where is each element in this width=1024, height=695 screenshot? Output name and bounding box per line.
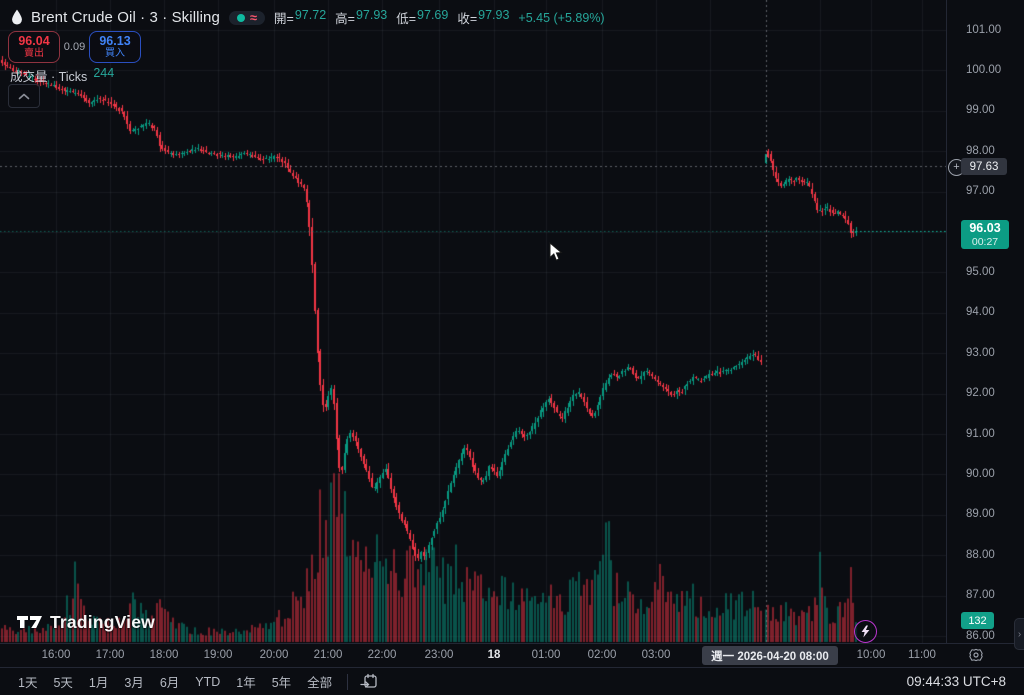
price-tick-87.00: 87.00 <box>966 589 995 602</box>
symbol-header: Brent Crude Oil · 3 · Skilling ≈ 開= 97.72… <box>10 8 605 27</box>
trade-panel: 96.04 賣出 0.09 96.13 買入 <box>8 31 141 63</box>
range-button-YTD[interactable]: YTD <box>188 672 227 692</box>
volume-indicator-row: 成交量 · Ticks 244 <box>10 66 114 85</box>
buy-label: 買入 <box>105 48 125 60</box>
range-button-5天[interactable]: 5天 <box>46 669 79 694</box>
sell-label: 賣出 <box>24 48 44 60</box>
change-value: +5.45 (+5.89%) <box>518 10 605 25</box>
last-price-value: 96.03 <box>969 221 1001 236</box>
price-tick-94.00: 94.00 <box>966 306 995 319</box>
price-tick-100.00: 100.00 <box>966 63 1002 76</box>
tradingview-watermark: TradingView <box>16 610 155 634</box>
ohlc-readout: 開= 97.72 高= 97.93 低= 97.69 收= 97.93 +5.45 (+… <box>274 8 605 27</box>
panel-expand-handle[interactable]: › <box>1014 618 1024 650</box>
price-tick-93.00: 93.00 <box>966 346 995 359</box>
toolbar-divider <box>347 673 349 690</box>
price-tick-99.00: 99.00 <box>966 104 995 117</box>
time-tick-02:00: 02:00 <box>587 649 617 661</box>
buy-button[interactable]: 96.13 買入 <box>89 31 141 63</box>
high-label: 高= <box>335 12 355 26</box>
volume-indicator-value: 244 <box>93 66 115 80</box>
clock-timezone[interactable]: 09:44:33 UTC+8 <box>906 674 1006 689</box>
time-axis[interactable]: 11:0010:0009:0003:0002:0001:001823:0022:… <box>0 643 1024 668</box>
lightning-icon <box>861 625 870 638</box>
price-tick-95.00: 95.00 <box>966 265 995 278</box>
high-value: 97.93 <box>355 8 388 22</box>
price-tick-92.00: 92.00 <box>966 387 995 400</box>
time-tick-17:00: 17:00 <box>95 649 125 661</box>
date-range-buttons: 1天 5天 1月 3月 6月 YTD 1年 5年 全部 <box>10 669 340 694</box>
spread-value: 0.09 <box>63 41 86 53</box>
sell-button[interactable]: 96.04 賣出 <box>8 31 60 63</box>
range-button-1月[interactable]: 1月 <box>82 669 115 694</box>
time-tick-10:00: 10:00 <box>856 649 886 661</box>
range-button-全部[interactable]: 全部 <box>300 669 339 694</box>
data-status-pill[interactable]: ≈ <box>228 9 266 25</box>
range-button-5年[interactable]: 5年 <box>265 669 298 694</box>
price-tick-91.00: 91.00 <box>966 427 995 440</box>
time-tick-23:00: 23:00 <box>424 649 454 661</box>
time-tick-20:00: 20:00 <box>259 649 289 661</box>
crosshair-date-label: 週一 2026-04-20 08:00 <box>702 646 838 665</box>
approx-data-icon: ≈ <box>249 9 258 25</box>
realtime-dot-icon <box>236 13 245 22</box>
low-label: 低= <box>396 12 417 26</box>
watermark-text: TradingView <box>50 611 155 632</box>
go-to-date-button[interactable] <box>355 670 382 693</box>
range-button-1天[interactable]: 1天 <box>11 669 44 694</box>
price-tick-89.00: 89.00 <box>966 508 995 521</box>
time-tick-19:00: 19:00 <box>203 649 233 661</box>
time-tick-03:00: 03:00 <box>641 649 671 661</box>
buy-price: 96.13 <box>99 33 131 48</box>
range-button-6月[interactable]: 6月 <box>153 669 186 694</box>
open-value: 97.72 <box>294 8 327 22</box>
price-tick-86.00: 86.00 <box>966 629 995 642</box>
time-tick-18:00: 18:00 <box>149 649 179 661</box>
close-label: 收= <box>457 12 478 26</box>
price-chart-canvas[interactable] <box>0 0 946 643</box>
bottom-toolbar: 1天 5天 1月 3月 6月 YTD 1年 5年 全部 09:44:33 UTC+8 <box>0 667 1024 695</box>
current-volume-badge: 132 <box>961 612 994 629</box>
range-button-3月[interactable]: 3月 <box>117 669 150 694</box>
collapse-panel-button[interactable] <box>8 84 40 108</box>
chevron-up-icon <box>18 93 30 99</box>
crosshair-price-label: 97.63 <box>961 158 1007 175</box>
low-value: 97.69 <box>417 8 449 22</box>
instant-trade-button[interactable] <box>854 620 877 643</box>
bar-countdown: 00:27 <box>971 235 999 248</box>
range-button-1年[interactable]: 1年 <box>229 669 262 694</box>
time-tick-18: 18 <box>487 649 501 661</box>
sell-price: 96.04 <box>18 33 50 48</box>
open-label: 開= <box>274 12 294 26</box>
time-tick-11:00: 11:00 <box>908 649 936 661</box>
time-tick-16:00: 16:00 <box>41 649 71 661</box>
close-value: 97.93 <box>478 8 510 22</box>
price-tick-101.00: 101.00 <box>966 23 1002 36</box>
price-axis[interactable]: + 97.63 96.03 00:27 132 101.00 100.00 99.0… <box>946 0 1024 643</box>
time-tick-01:00: 01:00 <box>531 649 561 661</box>
time-tick-22:00: 22:00 <box>367 649 397 661</box>
volume-indicator-label[interactable]: 成交量 · Ticks <box>10 70 88 84</box>
time-tick-21:00: 21:00 <box>313 649 343 661</box>
price-tick-98.00: 98.00 <box>966 144 995 157</box>
tradingview-logo-icon <box>17 616 42 628</box>
axis-settings-button[interactable] <box>968 647 984 663</box>
last-price-badge: 96.03 00:27 <box>961 220 1009 249</box>
price-tick-97.00: 97.00 <box>966 185 995 198</box>
gear-icon <box>969 648 983 662</box>
go-to-date-icon <box>360 673 377 688</box>
price-tick-88.00: 88.00 <box>966 548 995 561</box>
price-tick-90.00: 90.00 <box>966 467 995 480</box>
oil-drop-icon <box>10 9 24 26</box>
symbol-title[interactable]: Brent Crude Oil · 3 · Skilling <box>31 9 220 26</box>
